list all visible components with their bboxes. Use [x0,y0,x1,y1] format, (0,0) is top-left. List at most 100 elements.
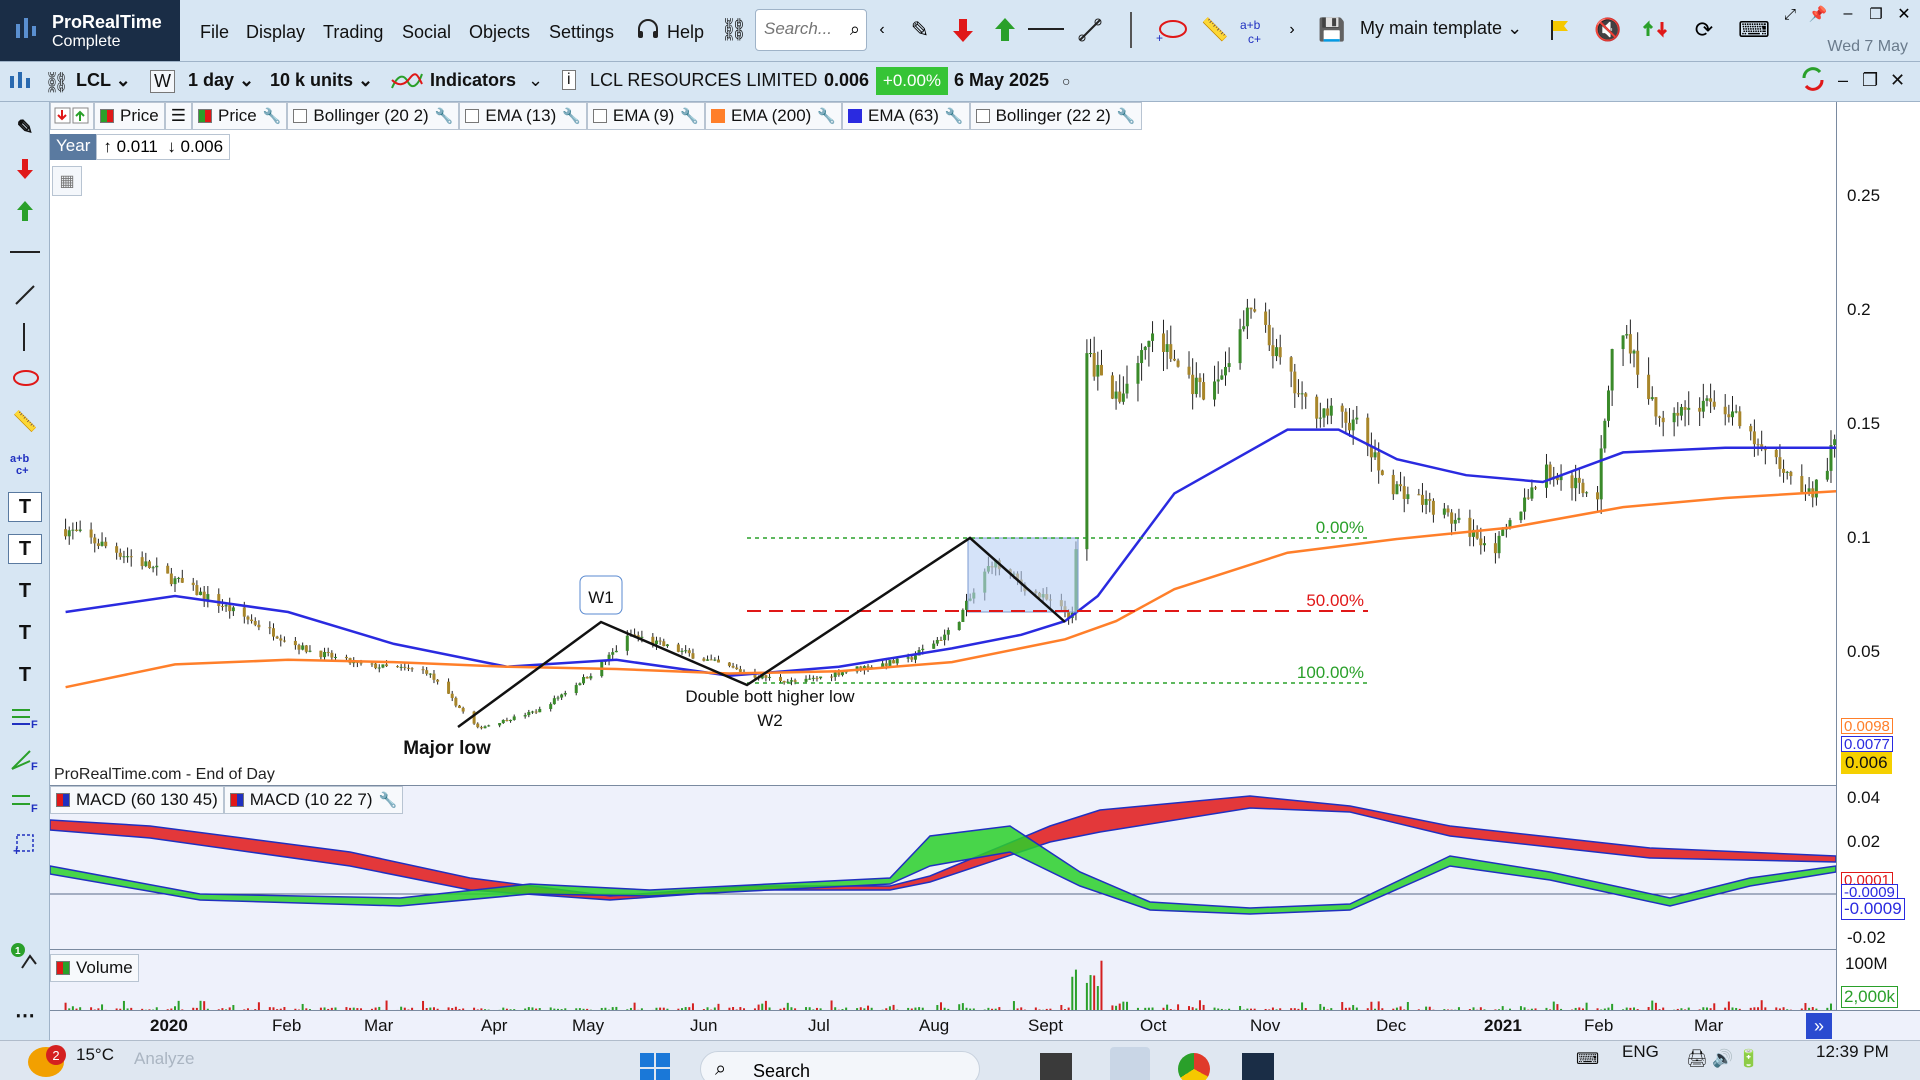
keyboard-tray-icon[interactable]: ⌨ [1576,1051,1600,1068]
orders-icon[interactable] [1636,10,1676,50]
legend-ema-63[interactable]: EMA (63) 🔧 [842,102,970,130]
chart-close-icon[interactable]: ✕ [1890,70,1906,90]
fib-retracement-icon[interactable]: F [8,702,42,732]
sync-icon[interactable]: ⟳ [1694,17,1714,42]
units-selector[interactable]: 10 k units ⌄ [270,70,374,90]
text-tool-icon-3[interactable]: T [18,579,32,602]
horizontal-line-icon[interactable] [1026,10,1066,50]
alert-flag-icon[interactable] [1540,10,1580,50]
wrench-icon[interactable]: 🔧 [434,108,454,125]
checkbox-icon[interactable] [592,109,607,123]
chevron-left-icon[interactable]: ‹ [879,21,885,38]
language-indicator[interactable]: ENG [1622,1042,1659,1061]
search-box[interactable]: ⌕ [755,9,867,51]
info-icon[interactable]: i [562,70,576,90]
menu-file[interactable]: File [200,22,230,42]
ellipse-draw-icon[interactable] [8,364,42,394]
price-chart[interactable]: Price ☰ Price 🔧 Bollinger (20 2) 🔧 EMA (13… [50,102,1836,786]
text-tool-icon[interactable]: a+b c+ [1238,10,1278,50]
legend-price-b[interactable]: Price 🔧 [191,102,288,130]
pin-icon[interactable]: 📌 [1808,6,1828,23]
tray-icons[interactable]: 🖨 🔊 🔋 [1686,1049,1760,1068]
legend-list-icon[interactable]: ☰ [164,102,192,130]
crosshair-tool-icon[interactable]: + [8,828,42,858]
checkbox-icon[interactable] [293,109,308,123]
period-button[interactable]: W [150,70,175,93]
legend-ema-200[interactable]: EMA (200) 🔧 [705,102,843,130]
timeframe-selector[interactable]: 1 day ⌄ [188,70,255,90]
chart-minimize-icon[interactable]: – [1838,70,1849,90]
wrench-icon[interactable]: 🔧 [944,108,964,125]
sound-mute-icon[interactable]: 🔇 [1594,17,1622,42]
taskbar-app-1-icon[interactable] [1040,1053,1072,1080]
trendline-tool-icon[interactable] [8,280,42,310]
legend-bollinger-22[interactable]: Bollinger (22 2) 🔧 [969,102,1142,130]
pencil-tool-icon[interactable]: ✎ [16,116,34,139]
clock-time[interactable]: 12:39 PM [1816,1042,1889,1061]
hline-tool-icon[interactable] [8,238,42,268]
wrench-icon[interactable]: 🔧 [680,108,700,125]
chevron-right-icon[interactable]: › [1289,21,1295,38]
volume-panel[interactable]: Volume [50,950,1836,1010]
ticker-selector[interactable]: LCL ⌄ [76,70,131,90]
menu-display[interactable]: Display [246,22,306,42]
maximize-icon[interactable]: ❐ [1869,6,1883,23]
pencil-icon[interactable]: ✎ [910,17,930,42]
macd-axis[interactable]: 0.04 0.02 0.0001 -0.0009 -0.0009 -0.02 [1836,786,1920,950]
chrome-icon[interactable] [1178,1053,1210,1080]
menu-objects[interactable]: Objects [469,22,531,42]
wrench-icon[interactable]: 🔧 [378,792,398,809]
chart-maximize-icon[interactable]: ❐ [1862,70,1879,90]
checkbox-icon[interactable] [975,109,990,123]
ruler-tool-icon[interactable]: 📏 [12,410,38,433]
menu-help[interactable]: Help [667,22,705,42]
refresh-icon[interactable] [1800,66,1826,98]
price-axis[interactable]: 0.25 0.2 0.15 0.1 0.05 0.0098 0.0077 0.0… [1836,102,1920,786]
fib-time-icon[interactable]: F [8,786,42,816]
text-tool-icon-4[interactable]: T [18,621,32,644]
weather-temp[interactable]: 15°C [76,1045,114,1064]
minimize-icon[interactable]: – [1843,5,1853,22]
red-down-arrow-icon[interactable] [943,10,983,50]
wrench-icon[interactable]: 🔧 [817,108,837,125]
legend-price-a[interactable]: Price [94,102,165,130]
wrench-icon[interactable]: 🔧 [262,108,282,125]
menu-trading[interactable]: Trading [323,22,384,42]
legend-download-icon[interactable] [50,102,94,130]
text-tool-icon-1[interactable]: T [8,492,42,522]
volume-axis[interactable]: 100M 2,000k [1836,950,1920,1010]
windows-start-icon[interactable] [640,1053,670,1080]
search-icon[interactable]: ⌕ [849,19,860,39]
keyboard-icon[interactable]: ⌨ [1738,17,1770,42]
more-tools-icon[interactable]: ⋯ [15,1004,35,1027]
green-up-arrow-icon[interactable] [985,10,1025,50]
indicators-button[interactable]: Indicators [430,70,517,90]
detach-icon[interactable]: ⤢ [1783,5,1796,23]
macd-panel[interactable]: MACD (60 130 45) MACD (10 22 7) 🔧 [50,786,1836,950]
legend-macd-slow[interactable]: MACD (60 130 45) [50,786,224,814]
legend-volume[interactable]: Volume [50,954,139,982]
indicators-dropdown-icon[interactable]: ⌄ [528,70,544,90]
legend-bollinger-20[interactable]: Bollinger (20 2) 🔧 [287,102,460,130]
wrench-icon[interactable]: 🔧 [562,108,581,125]
formula-tool-icon[interactable]: a+b c+ [8,448,42,478]
alerts-icon[interactable]: 1 [8,942,42,972]
trendline-icon[interactable] [1070,10,1110,50]
close-icon[interactable]: ✕ [1897,6,1911,23]
link-icon[interactable]: ⛓ [720,17,748,42]
text-tool-icon-5[interactable]: T [18,663,32,686]
vline-tool-icon[interactable] [8,322,42,352]
ellipse-tool-icon[interactable]: + [1152,10,1192,50]
save-template-icon[interactable]: 💾 [1318,17,1346,42]
date-axis[interactable]: 2020 Feb Mar Apr May Jun Jul Aug Sept Oc… [50,1010,1920,1040]
chart-type-icon[interactable] [8,70,36,98]
wrench-icon[interactable]: 🔧 [1116,108,1136,125]
calculator-icon[interactable]: ▦ [52,166,82,196]
legend-ema-13[interactable]: EMA (13) 🔧 [459,102,587,130]
taskbar-analyze[interactable]: Analyze [134,1049,195,1068]
scroll-to-end-icon[interactable]: » [1806,1013,1832,1039]
taskbar-snip-icon[interactable] [1110,1047,1150,1080]
link-chart-icon[interactable]: ⛓ [44,72,70,94]
indicators-icon[interactable] [390,70,424,97]
checkbox-icon[interactable] [465,109,480,123]
